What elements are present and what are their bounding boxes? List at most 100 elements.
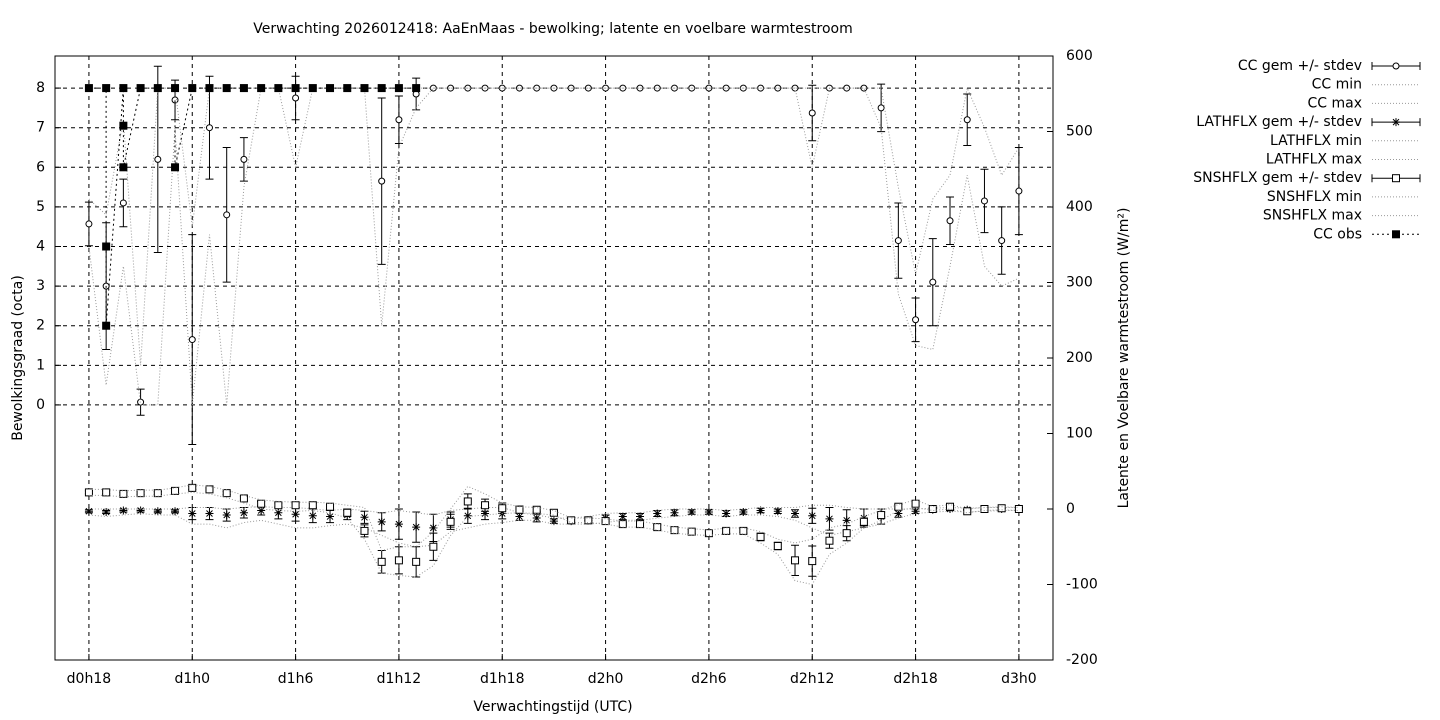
marker-square [171, 486, 180, 495]
y2-axis-label: Latente en Voelbare warmtestroom (W/m²) [1116, 208, 1132, 509]
y-tick-label: 6 [36, 159, 45, 175]
marker-star [463, 511, 472, 520]
marker-star [911, 507, 920, 516]
marker-square [498, 504, 507, 513]
marker-star [773, 507, 782, 516]
marker-filled-square [412, 84, 421, 93]
marker-square [326, 502, 335, 511]
marker-filled-square [102, 242, 111, 251]
marker-square [636, 520, 645, 529]
marker-square [257, 499, 266, 508]
marker-star [394, 520, 403, 529]
marker-filled-square [153, 84, 162, 93]
marker-star [515, 512, 524, 521]
marker-square [532, 505, 541, 514]
y-tick-label: 7 [36, 120, 45, 136]
marker-square [946, 502, 955, 511]
x-tick-label: d1h0 [174, 671, 210, 687]
marker-star [722, 509, 731, 518]
marker-square [808, 557, 817, 566]
marker-square [481, 501, 490, 510]
marker-star [326, 512, 335, 521]
marker-star [171, 507, 180, 516]
marker-square [343, 508, 352, 517]
marker-star [205, 509, 214, 518]
marker-star [102, 508, 111, 517]
marker-star [739, 508, 748, 517]
marker-filled-square [326, 84, 335, 93]
marker-circle [567, 84, 575, 92]
y2-tick-label: 600 [1066, 48, 1093, 64]
marker-filled-square [188, 84, 197, 93]
chart-title: Verwachting 2026012418: AaEnMaas - bewol… [253, 21, 853, 37]
legend-marker [1392, 62, 1400, 70]
y2-tick-label: 0 [1066, 501, 1075, 517]
marker-square [153, 489, 162, 498]
marker-filled-square [102, 84, 111, 93]
marker-square [446, 517, 455, 526]
marker-star [412, 523, 421, 532]
y-tick-label: 1 [36, 357, 45, 373]
marker-circle [774, 84, 782, 92]
marker-circle [860, 84, 868, 92]
y2-tick-label: -100 [1066, 577, 1098, 593]
marker-filled-square [343, 84, 352, 93]
marker-filled-square [102, 321, 111, 330]
marker-square [119, 489, 128, 498]
marker-square [980, 505, 989, 513]
marker-square [205, 485, 214, 494]
range-line [88, 504, 1019, 519]
marker-square [463, 497, 472, 506]
marker-square [670, 526, 679, 535]
marker-circle [877, 104, 885, 112]
marker-circle [963, 116, 971, 124]
y2-tick-label: 100 [1066, 426, 1093, 442]
marker-star [842, 516, 851, 525]
marker-filled-square [205, 84, 214, 93]
marker-circle [223, 211, 231, 219]
marker-circle [154, 155, 162, 163]
marker-square [412, 557, 421, 566]
marker-square [549, 508, 558, 517]
marker-star [84, 507, 93, 516]
marker-circle [292, 94, 300, 102]
marker-square [1014, 505, 1023, 513]
marker-square [274, 501, 283, 510]
marker-filled-square [84, 84, 93, 93]
y-axis-label: Bewolkingsgraad (octa) [10, 275, 26, 441]
y-tick-label: 4 [36, 239, 45, 255]
legend-label: LATHFLX gem +/- stdev [1196, 114, 1362, 130]
marker-circle [447, 84, 455, 92]
range-line [88, 86, 1020, 366]
x-axis-label: Verwachtingstijd (UTC) [473, 699, 632, 715]
x-tick-label: d1h12 [377, 671, 421, 687]
marker-square [963, 507, 972, 516]
x-tick-label: d2h6 [691, 671, 727, 687]
marker-star [119, 506, 128, 515]
legend-marker [1392, 230, 1400, 239]
marker-filled-square [171, 84, 180, 93]
marker-circle [705, 84, 713, 92]
marker-star [636, 512, 645, 521]
legend-marker [1392, 174, 1400, 183]
marker-square [291, 501, 300, 510]
legend-label: SNSHFLX gem +/- stdev [1193, 170, 1362, 186]
legend-label: CC obs [1313, 226, 1362, 242]
marker-star [670, 508, 679, 517]
marker-square [308, 501, 317, 510]
marker-star [653, 509, 662, 518]
y-tick-label: 8 [36, 80, 45, 96]
marker-filled-square [239, 84, 248, 93]
y-tick-label: 3 [36, 278, 45, 294]
marker-star [704, 508, 713, 517]
marker-square [84, 488, 93, 497]
x-tick-label: d0h18 [67, 671, 111, 687]
x-tick-label: d2h18 [893, 671, 937, 687]
marker-filled-square [119, 121, 128, 130]
legend-label: LATHFLX max [1266, 152, 1362, 168]
marker-star [618, 512, 627, 521]
x-tick-label: d1h18 [480, 671, 524, 687]
marker-filled-square [377, 84, 386, 93]
marker-square [584, 516, 593, 525]
